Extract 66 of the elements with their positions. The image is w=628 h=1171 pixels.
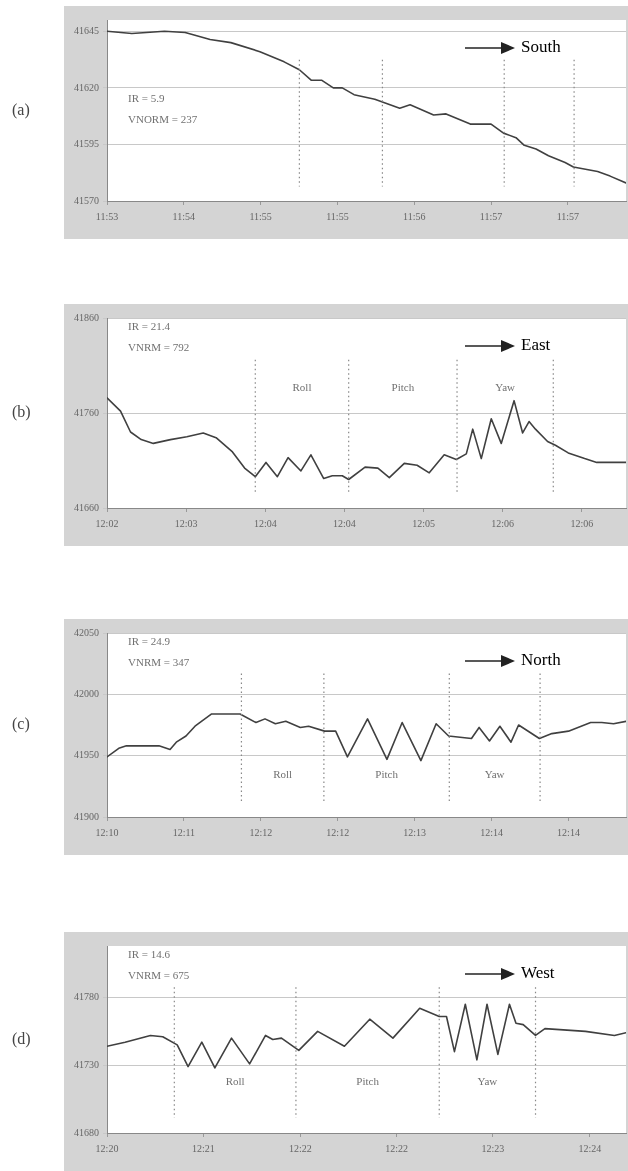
annotation: Pitch [356,1075,380,1088]
y-tick-label: 41660 [74,501,99,513]
annotation: VNRM = 675 [128,969,190,982]
x-tick-label: 12:12 [326,826,350,838]
y-tick-label: 41730 [74,1058,99,1070]
x-tick-label: 12:06 [491,517,515,529]
x-tick-label: 12:12 [249,826,273,838]
y-tick-label: 41780 [74,991,99,1003]
x-tick-label: 11:54 [172,210,196,222]
text: (d) [12,1029,31,1048]
x-tick-label: 11:57 [556,210,580,222]
annotation: East [521,335,551,355]
x-tick-label: 12:23 [481,1142,505,1154]
x-tick-label: 12:03 [174,517,198,529]
x-tick-label: 11:57 [479,210,503,222]
x-tick-label: 12:14 [480,826,503,838]
annotation: Roll [225,1075,245,1088]
x-tick-label: 11:56 [403,210,426,222]
text: (a) [12,100,30,119]
annotation: North [521,650,562,670]
y-tick-label: 41680 [74,1126,99,1138]
x-tick-label: 12:04 [253,517,277,529]
x-tick-label: 12:04 [333,517,356,529]
annotation: IR = 14.6 [128,948,171,961]
y-tick-label: 41620 [74,81,99,93]
x-tick-label: 11:55 [326,210,349,222]
x-tick-label: 12:11 [172,826,196,838]
x-tick-label: 12:14 [557,826,580,838]
annotation: VNORM = 237 [128,113,198,126]
annotation: IR = 5.9 [128,92,165,105]
y-tick-label: 42000 [74,687,99,699]
y-tick-label: 41760 [74,406,99,418]
x-tick-label: 11:53 [95,210,119,222]
annotation: Roll [292,381,312,394]
text: (b) [12,403,31,421]
y-tick-label: 41645 [74,24,99,36]
y-tick-label: 41860 [74,311,99,323]
annotation: Pitch [375,767,399,780]
y-tick-label: 41950 [74,749,99,761]
y-tick-label: 42050 [74,626,99,638]
y-tick-label: 41900 [74,810,99,822]
y-tick-label: 41595 [74,138,99,150]
annotation: IR = 24.9 [128,635,171,648]
y-tick-label: 41570 [74,194,99,206]
x-tick-label: 11:55 [249,210,272,222]
x-tick-label: 12:24 [578,1142,602,1154]
x-tick-label: 12:13 [403,826,427,838]
annotation: Yaw [477,1075,498,1088]
annotation: South [521,37,562,57]
x-tick-label: 12:06 [570,517,594,529]
text: (c) [12,715,30,733]
annotation: Yaw [484,767,505,780]
annotation: Yaw [495,381,516,394]
annotation: VNRM = 792 [128,341,190,354]
annotation: West [521,963,555,983]
x-tick-label: 12:20 [95,1142,119,1154]
annotation: VNRM = 347 [128,656,190,669]
x-tick-label: 12:05 [412,517,435,529]
x-tick-label: 12:21 [191,1142,215,1154]
annotation: Roll [273,767,293,780]
annotation: IR = 21.4 [128,320,171,333]
x-tick-label: 12:02 [95,517,119,529]
x-tick-label: 12:22 [288,1142,312,1154]
annotation: Pitch [391,381,415,394]
x-tick-label: 12:22 [385,1142,408,1154]
x-tick-label: 12:10 [95,826,119,838]
